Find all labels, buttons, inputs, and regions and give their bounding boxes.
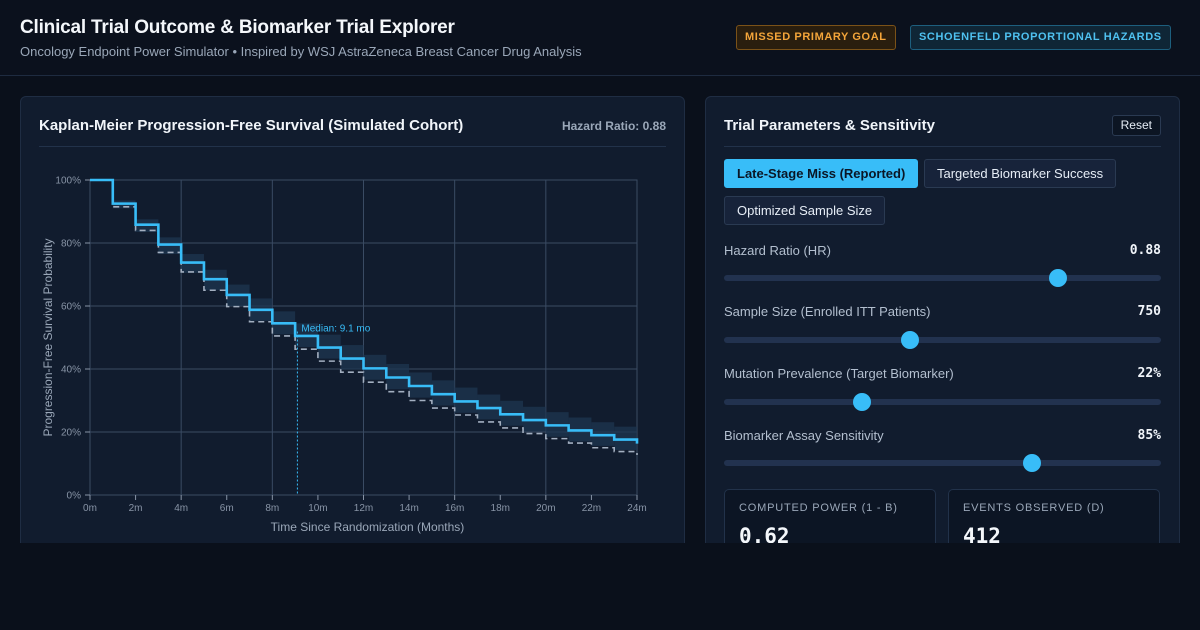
sample-size-slider-thumb[interactable] bbox=[900, 331, 919, 349]
y-tick-label: 0% bbox=[67, 491, 82, 502]
schoenfeld-badge: SCHOENFELD PROPORTIONAL HAZARDS bbox=[910, 25, 1171, 50]
assay-sensitivity-param-label: Biomarker Assay Sensitivity bbox=[724, 428, 884, 443]
page-title: Clinical Trial Outcome & Biomarker Trial… bbox=[20, 17, 455, 38]
assay-sensitivity-slider[interactable] bbox=[724, 454, 1161, 472]
chart-axes: 0% 20% 40% 60% 80% 100% 0m 2m 4m 6m 8m 10m 12m 14m 16m… bbox=[41, 176, 647, 535]
chart-grid bbox=[89, 179, 638, 496]
y-tick-label: 40% bbox=[61, 365, 81, 376]
x-tick-label: 8m bbox=[265, 503, 279, 514]
x-tick-label: 6m bbox=[220, 503, 234, 514]
y-tick-label: 100% bbox=[55, 176, 81, 187]
x-tick-label: 4m bbox=[174, 503, 188, 514]
treatment-arm-curve bbox=[90, 178, 639, 444]
mutation-prevalence-slider[interactable] bbox=[724, 393, 1161, 411]
median-label: Median: 9.1 mo bbox=[301, 324, 370, 335]
scenario-late-stage-miss[interactable]: Late-Stage Miss (Reported) bbox=[724, 159, 919, 188]
params-panel-divider bbox=[724, 146, 1161, 147]
trial-parameters-panel: Trial Parameters & Sensitivity Reset Lat… bbox=[705, 96, 1180, 579]
scenario-targeted-biomarker[interactable]: Targeted Biomarker Success bbox=[924, 159, 1117, 188]
sample-size-slider[interactable] bbox=[724, 331, 1161, 349]
assay-sensitivity-param-value: 85% bbox=[1137, 428, 1161, 443]
km-panel-title: Kaplan-Meier Progression-Free Survival (… bbox=[39, 117, 464, 134]
sample-size-param-label: Sample Size (Enrolled ITT Patients) bbox=[724, 304, 931, 319]
kaplan-meier-panel: Kaplan-Meier Progression-Free Survival (… bbox=[20, 96, 685, 556]
x-tick-label: 0m bbox=[83, 503, 97, 514]
viewport-bottom-fill bbox=[0, 543, 1200, 630]
km-chart: 0% 20% 40% 60% 80% 100% 0m 2m 4m 6m 8m 10m 12m 14m 16m… bbox=[41, 176, 647, 535]
control-arm-curve bbox=[90, 179, 638, 455]
y-tick-label: 80% bbox=[61, 239, 81, 250]
events-observed-label: EVENTS OBSERVED (D) bbox=[963, 502, 1105, 514]
km-panel-divider bbox=[39, 146, 666, 147]
mutation-prevalence-slider-thumb[interactable] bbox=[853, 393, 872, 411]
assay-sensitivity-slider-thumb[interactable] bbox=[1023, 454, 1042, 472]
scenario-optimized-sample[interactable]: Optimized Sample Size bbox=[724, 196, 886, 225]
hazard-ratio-slider-thumb[interactable] bbox=[1049, 269, 1068, 287]
x-tick-label: 12m bbox=[354, 503, 373, 514]
x-tick-label: 16m bbox=[445, 503, 464, 514]
x-tick-label: 20m bbox=[536, 503, 555, 514]
computed-power-label: COMPUTED POWER (1 - B) bbox=[739, 502, 898, 514]
sample-size-param-value: 750 bbox=[1137, 304, 1161, 319]
x-tick-label: 18m bbox=[491, 503, 510, 514]
y-tick-label: 60% bbox=[61, 302, 81, 313]
x-tick-label: 2m bbox=[129, 503, 143, 514]
survival-curves bbox=[90, 178, 639, 455]
y-axis-label: Progression-Free Survival Probability bbox=[41, 238, 55, 436]
hazard-ratio-param-value: 0.88 bbox=[1129, 243, 1161, 258]
x-tick-label: 14m bbox=[399, 503, 418, 514]
x-axis-label: Time Since Randomization (Months) bbox=[271, 520, 465, 534]
x-tick-label: 10m bbox=[308, 503, 327, 514]
median-annotation: Median: 9.1 mo bbox=[296, 324, 371, 495]
hazard-ratio-slider[interactable] bbox=[724, 269, 1161, 287]
x-tick-label: 24m bbox=[627, 503, 646, 514]
mutation-prevalence-param-label: Mutation Prevalence (Target Biomarker) bbox=[724, 366, 954, 381]
x-tick-label: 22m bbox=[582, 503, 601, 514]
reset-button[interactable]: Reset bbox=[1111, 115, 1161, 136]
missed-goal-badge: MISSED PRIMARY GOAL bbox=[736, 25, 896, 50]
params-panel-title: Trial Parameters & Sensitivity bbox=[724, 117, 935, 134]
mutation-prevalence-param-value: 22% bbox=[1137, 366, 1161, 381]
app-header: Clinical Trial Outcome & Biomarker Trial… bbox=[0, 0, 1200, 76]
page-subtitle: Oncology Endpoint Power Simulator • Insp… bbox=[20, 44, 582, 59]
hazard-ratio-param-label: Hazard Ratio (HR) bbox=[724, 243, 831, 258]
y-tick-label: 20% bbox=[61, 428, 81, 439]
hazard-ratio-label: Hazard Ratio: 0.88 bbox=[561, 119, 666, 133]
